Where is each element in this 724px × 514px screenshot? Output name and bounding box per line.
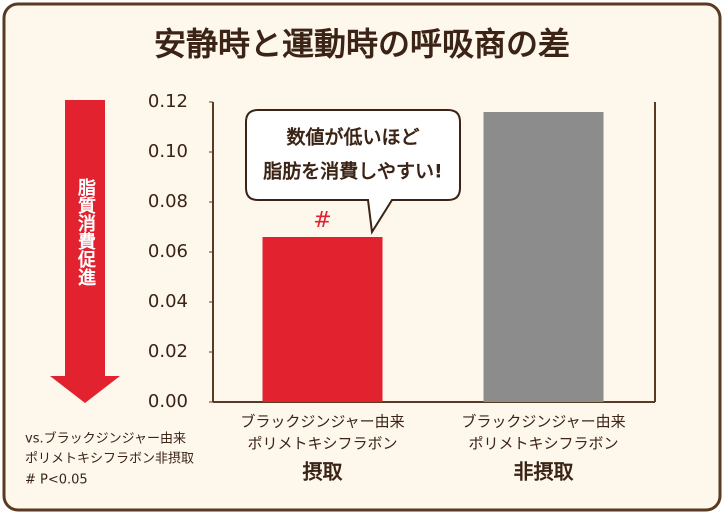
callout-bubble (245, 109, 461, 235)
chart-title: 安静時と運動時の呼吸商の差 (154, 25, 570, 63)
arrow-shaft (65, 100, 105, 378)
arrow-head (50, 376, 120, 403)
x-tick-label: ブラックジンジャー由来 (240, 413, 404, 431)
x-tick-label: ブラックジンジャー由来 (461, 413, 625, 431)
footnote: # P<0.05 (25, 473, 88, 488)
footnote: vs.ブラックジンジャー由来 (25, 431, 186, 447)
callout-text: 脂肪を消費しやすい! (263, 160, 442, 183)
y-tick-label: 0.08 (148, 191, 188, 212)
x-tick-label: ポリメトキシフラボン (468, 435, 618, 453)
callout-text: 数値が低いほど (286, 126, 419, 149)
y-tick-label: 0.00 (148, 391, 188, 412)
x-tick-label: 摂取 (303, 460, 343, 484)
arrow-label: 脂質消費促進 (75, 178, 97, 287)
bar (483, 112, 604, 402)
footnote: ポリメトキシフラボン非摂取 (25, 451, 194, 467)
significance-mark: # (313, 208, 331, 233)
y-tick-label: 0.10 (148, 141, 188, 162)
arrow (50, 100, 120, 403)
y-tick-label: 0.02 (148, 341, 188, 362)
y-tick-label: 0.06 (148, 241, 188, 262)
bar (262, 237, 383, 402)
x-tick-label: 非摂取 (514, 460, 574, 484)
callout: 数値が低いほど 脂肪を消費しやすい! (245, 109, 461, 235)
y-tick-label: 0.04 (148, 291, 188, 312)
y-tick-label: 0.12 (148, 91, 188, 112)
x-tick-label: ポリメトキシフラボン (247, 435, 397, 453)
